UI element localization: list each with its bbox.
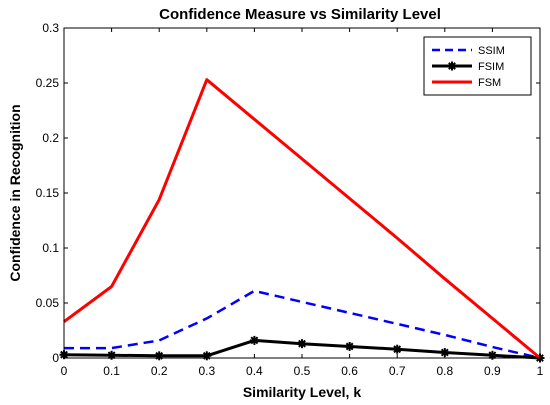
data-point-fsim [154, 351, 164, 361]
x-tick-label: 1 [537, 364, 544, 378]
series-line-fsm [63, 78, 541, 360]
y-tick-label: 0 [52, 351, 59, 365]
data-point-fsim [345, 341, 355, 351]
data-point-fsim [392, 344, 402, 354]
x-tick-label: 0.5 [294, 364, 311, 378]
plot-frame [63, 27, 541, 359]
data-point-fsim [440, 348, 450, 357]
x-tick-label: 0.4 [246, 364, 263, 378]
y-tick-label: 0.2 [42, 131, 59, 145]
y-tick-label: 0.3 [42, 21, 59, 35]
legend: SSIM FSIM FSM [423, 36, 532, 96]
data-point-fsim [202, 351, 212, 361]
data-point-fsim [249, 335, 259, 345]
x-axis-label: Similarity Level, k [243, 384, 361, 400]
legend-marker-fsim [447, 61, 457, 71]
data-point-fsim [487, 350, 497, 360]
y-tick-label: 0.1 [42, 241, 59, 255]
x-tick-label: 0.8 [436, 364, 453, 378]
series-layer [59, 78, 545, 363]
y-tick-label: 0.25 [36, 76, 60, 90]
chart-title: Confidence Measure vs Similarity Level [159, 6, 441, 23]
y-axis-label: Confidence in Recognition [7, 104, 23, 281]
x-tick-label: 0.9 [484, 364, 501, 378]
axis-ticks: 0 0.1 0.2 0.3 0.4 0.5 0.6 0.7 0.8 0.9 1 0 0.05 0.1 0.1… [36, 21, 544, 378]
y-tick-label: 0.05 [36, 296, 60, 310]
x-tick-label: 0.6 [341, 364, 358, 378]
x-tick-label: 0 [61, 364, 68, 378]
x-tick-label: 0.1 [103, 364, 120, 378]
x-tick-label: 0.2 [151, 364, 168, 378]
x-tick-label: 0.3 [198, 364, 215, 378]
legend-label-fsim: FSIM [478, 61, 504, 73]
legend-label-fsm: FSM [478, 77, 501, 89]
data-point-fsim [297, 339, 307, 349]
legend-label-ssim: SSIM [478, 45, 505, 57]
y-tick-label: 0.15 [36, 186, 60, 200]
x-tick-label: 0.7 [389, 364, 406, 378]
